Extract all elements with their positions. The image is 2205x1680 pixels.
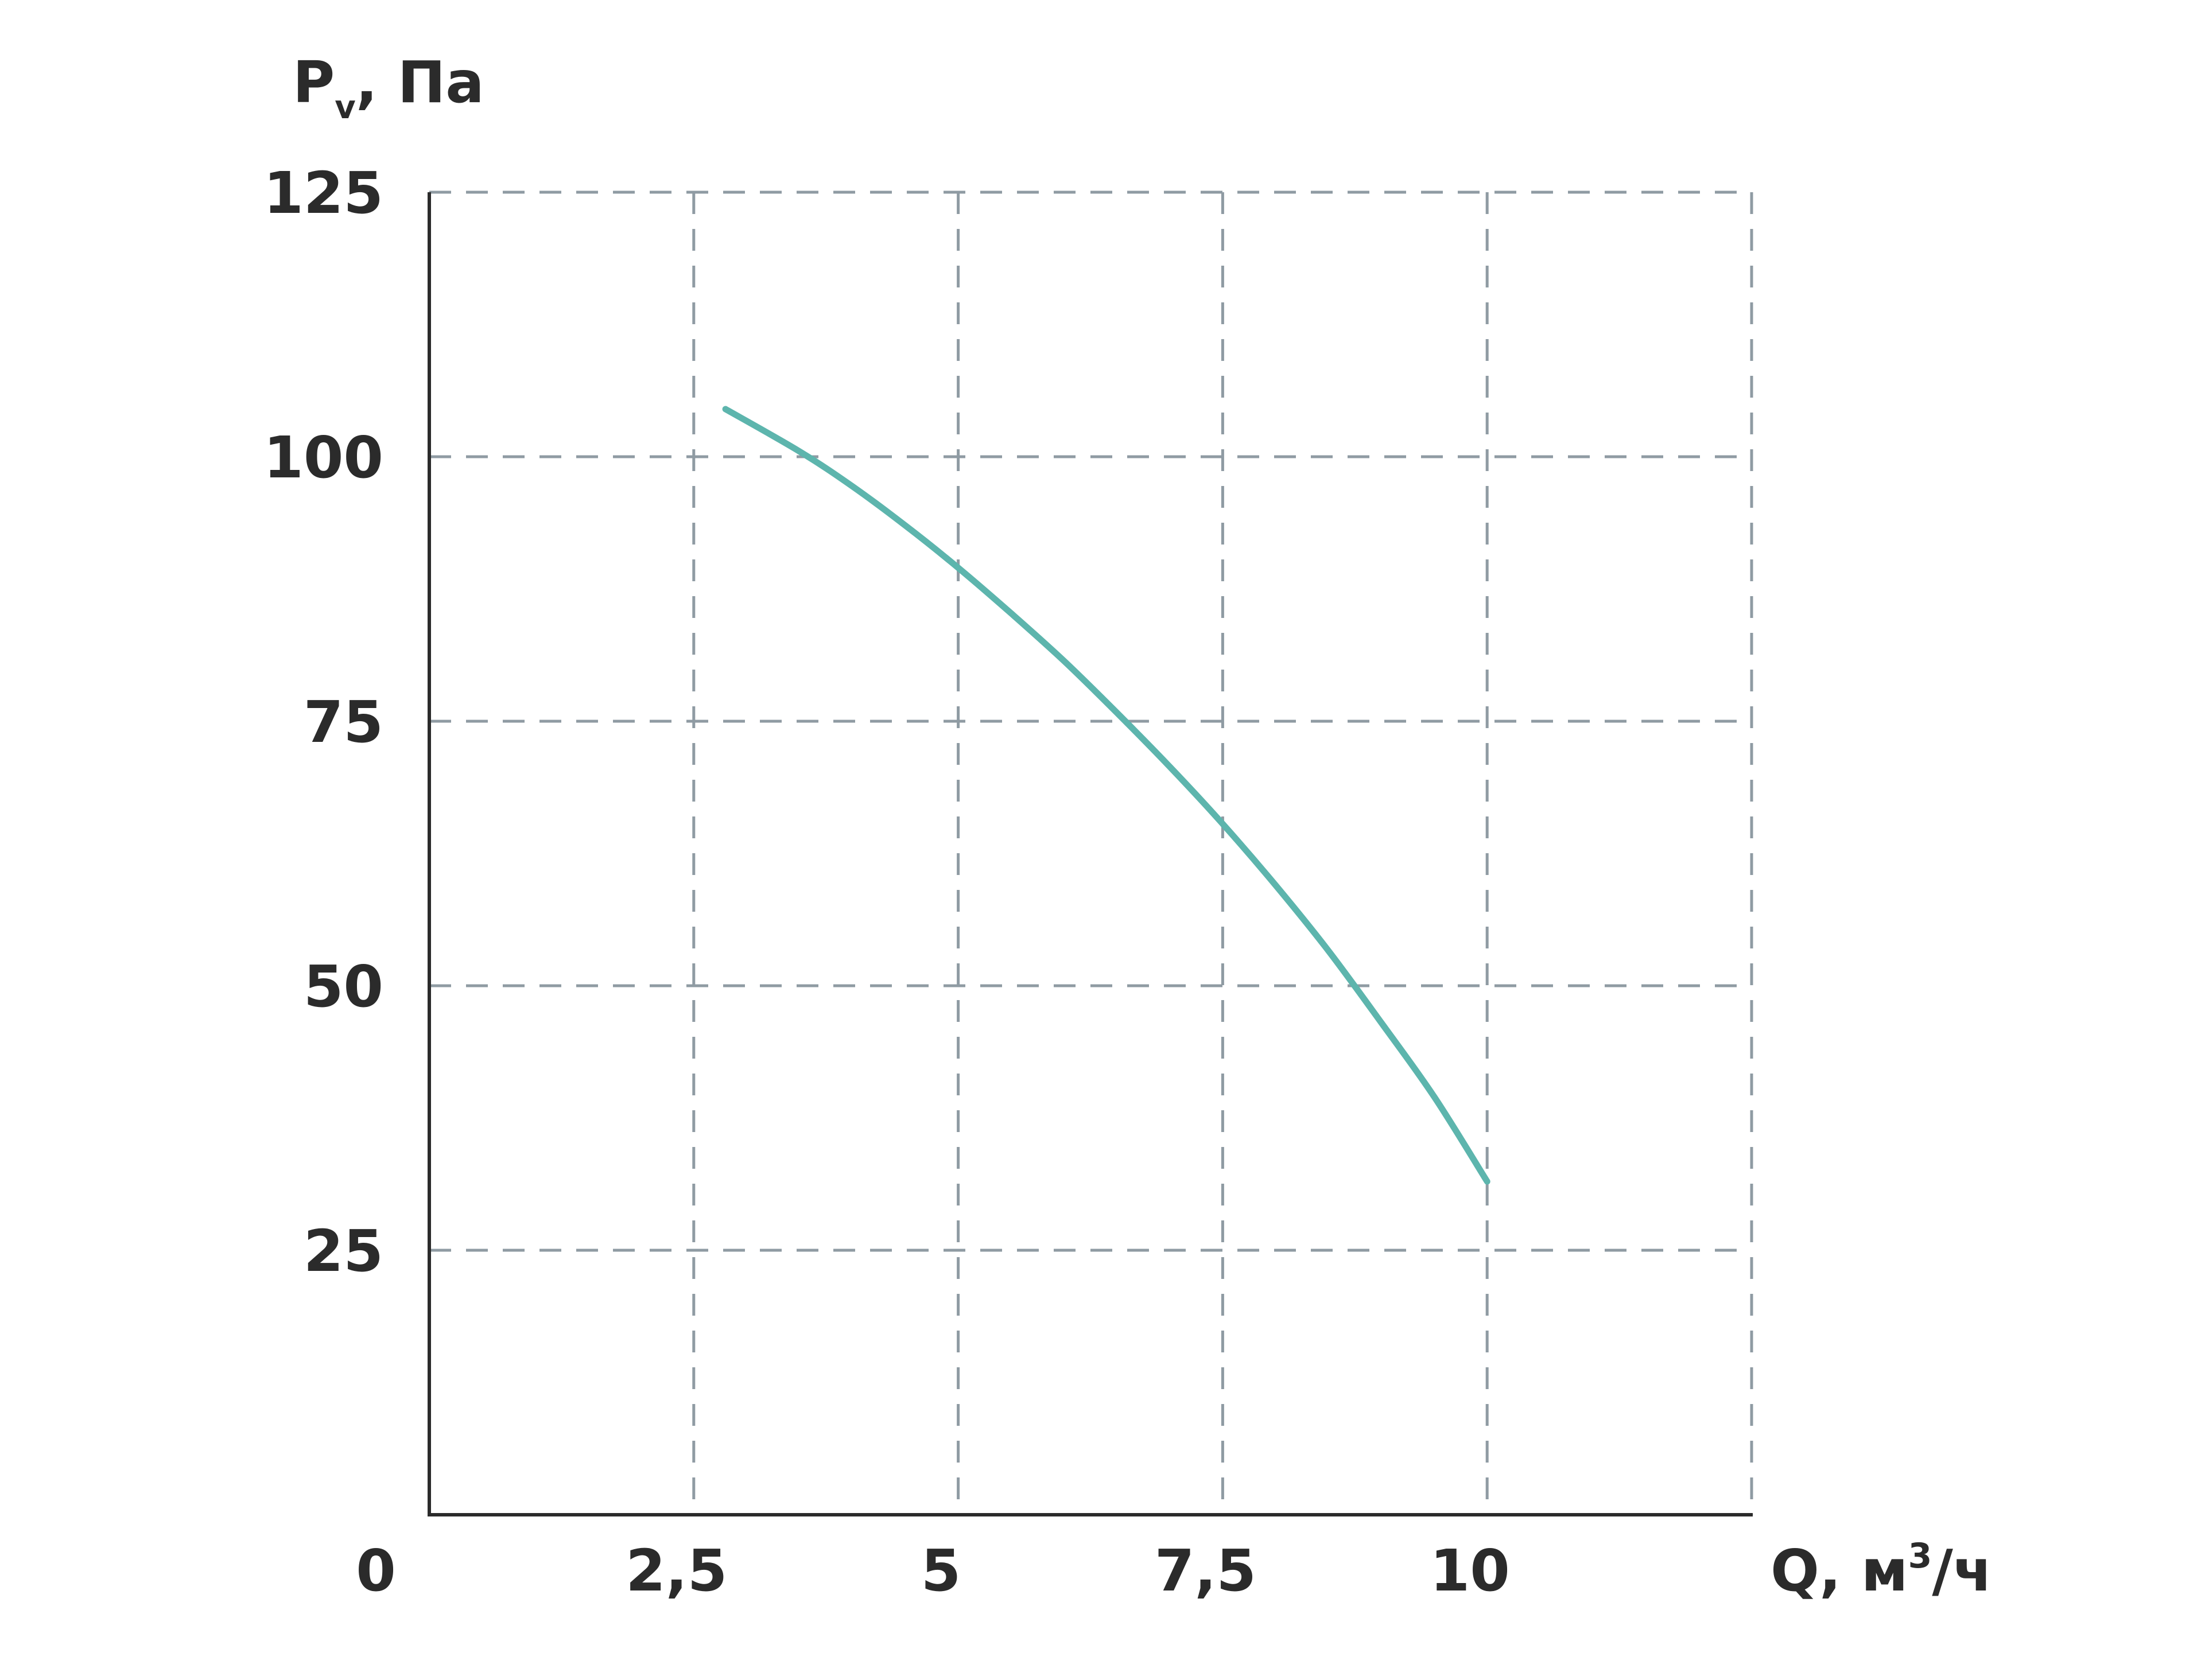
x-tick-label-4: 10 xyxy=(1430,1537,1510,1604)
x-tick-label-0: 0 xyxy=(356,1537,396,1604)
series xyxy=(722,406,1490,1185)
x-axis-title-superscript: 3 xyxy=(1908,1536,1932,1576)
tick-labels: 0 2,5 5 7,5 10 25 50 75 100 125 xyxy=(263,160,1510,1604)
axes xyxy=(428,192,1753,1516)
grid xyxy=(429,190,1753,1515)
y-axis-title-main: P xyxy=(293,49,335,116)
x-axis-title: Q, м3/ч xyxy=(1771,1536,1993,1604)
y-axis-title-unit: , Па xyxy=(356,49,484,116)
y-axis-title-subscript: v xyxy=(335,89,356,126)
series-line-0 xyxy=(722,406,1490,1185)
x-tick-label-1: 2,5 xyxy=(626,1537,727,1604)
y-tick-label-4: 125 xyxy=(263,160,383,227)
x-tick-label-2: 5 xyxy=(921,1537,961,1604)
y-tick-label-3: 100 xyxy=(263,424,383,491)
x-axis-title-unit: /ч xyxy=(1932,1537,1992,1604)
y-axis-title: Pv, Па xyxy=(293,49,484,126)
y-tick-label-0: 25 xyxy=(304,1218,383,1285)
x-axis-title-main: Q, м xyxy=(1771,1537,1908,1604)
x-tick-label-3: 7,5 xyxy=(1155,1537,1256,1604)
y-tick-label-1: 50 xyxy=(304,953,383,1020)
y-tick-label-2: 75 xyxy=(304,689,383,756)
